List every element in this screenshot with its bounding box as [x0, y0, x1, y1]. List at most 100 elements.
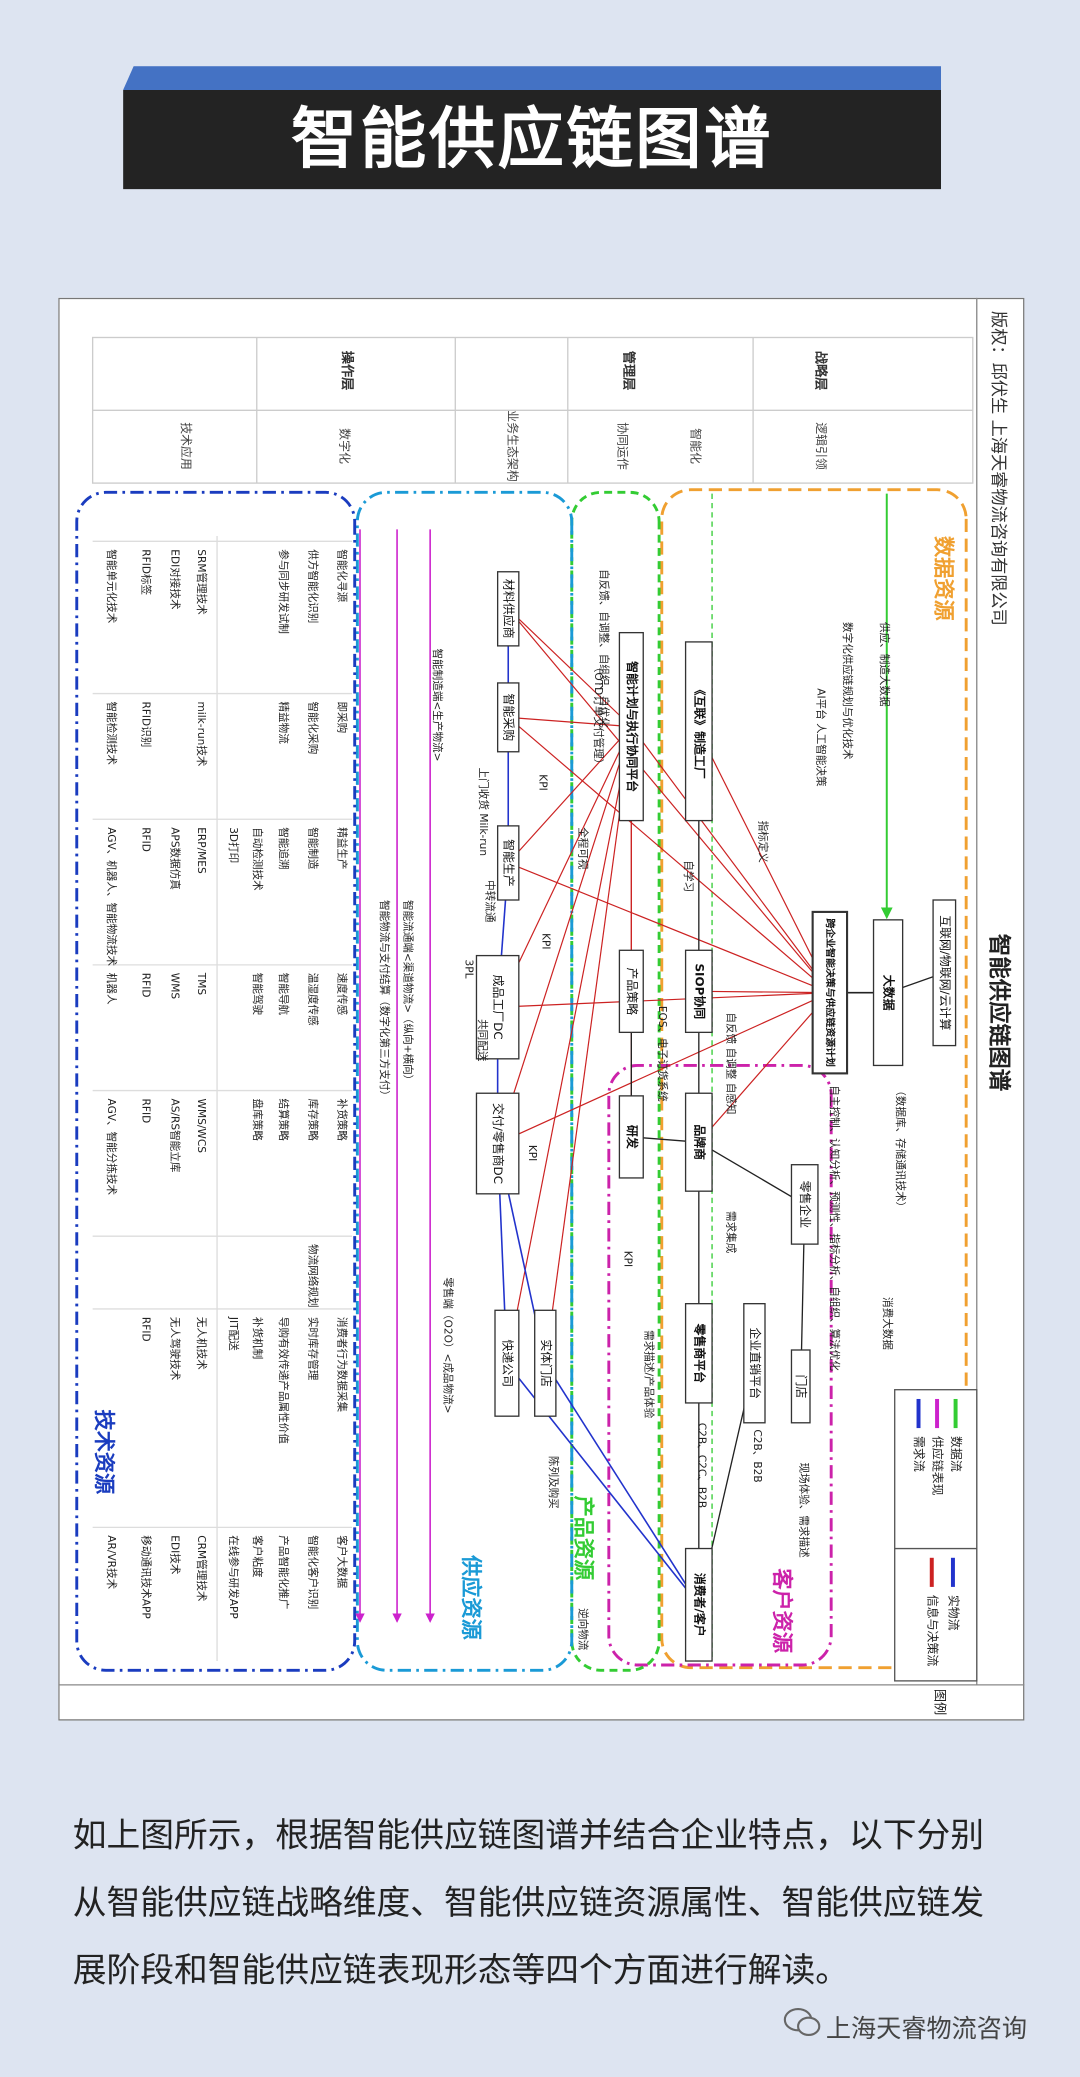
tech-item: 导购有效传递产品属性价值 — [277, 1317, 290, 1444]
flow-arrow — [630, 725, 831, 994]
note: AI平台 人工智能决策 — [815, 688, 828, 787]
node-label: 消费者/客户 — [692, 1573, 706, 1637]
tech-item: 物流网络规划 — [306, 1244, 319, 1307]
tech-item: 产品智能化推广 — [277, 1535, 290, 1609]
tech-item: 无人驾驶技术 — [169, 1317, 182, 1381]
note: 全程可视 — [576, 827, 589, 870]
tech-item: CRM管理技术 — [195, 1535, 208, 1602]
layer-item: 业务生态架构 — [506, 410, 520, 482]
node-box — [684, 1303, 713, 1404]
note: 逆向物流 — [576, 1608, 589, 1651]
tech-item: AS/RS智能立库 — [169, 1099, 182, 1173]
tech-item: RFID标签 — [140, 549, 153, 595]
node-label: 研发 — [625, 1125, 639, 1149]
flow-arrow — [507, 607, 831, 994]
region-outline — [355, 490, 574, 1672]
banner-bar — [123, 90, 942, 190]
layer-name: 战略层 — [813, 351, 830, 391]
node-box — [618, 1095, 644, 1179]
node-label: 企业直销平台 — [748, 1328, 762, 1399]
region-label: 数据资源 — [931, 536, 956, 621]
flow-arrow — [504, 726, 632, 1365]
tech-item: 智能化采购 — [306, 701, 319, 754]
region-label: 客户资源 — [770, 1568, 795, 1653]
note: 自主控制、认知分析、预测性、指标分析、自组织、算法优化 — [828, 1085, 841, 1371]
flow-arrow — [698, 730, 831, 993]
tech-item: 智能化客户识别 — [306, 1535, 319, 1609]
note: 自反馈、自调整、自组织、自优化 — [598, 569, 611, 728]
tech-item: 智能追溯 — [277, 827, 290, 869]
tech-item: 客户粘度 — [251, 1535, 264, 1578]
note: 需求描述/产品体验 — [643, 1330, 656, 1419]
tech-item: 实时库存管理 — [306, 1317, 319, 1381]
note: 智能制造端<生产物流> — [431, 649, 444, 762]
node-box — [743, 1303, 766, 1424]
note: 指标定义 — [756, 821, 769, 864]
note: （OTD订单交付管理） — [592, 662, 605, 770]
node-label: 跨企业智能决策与供应链资源计划 — [824, 918, 837, 1067]
node-box — [790, 1164, 819, 1245]
tech-item: milk-run技术 — [195, 701, 208, 766]
flow-arrow — [507, 608, 632, 728]
node-box — [872, 919, 904, 1067]
region-label: 技术资源 — [92, 1410, 117, 1495]
copyright: 版权：邱伏生 上海天睿物流咨询有限公司 — [988, 311, 1008, 626]
tech-item: 智能检测技术 — [105, 701, 118, 765]
note: EOS、电子订货系统 — [656, 1006, 669, 1102]
tech-item: WMS/WCS — [195, 1099, 207, 1154]
legend-label: 需求流 — [912, 1436, 926, 1472]
node-box — [684, 641, 713, 822]
note: 共同配送 — [476, 1019, 489, 1062]
node-box — [475, 1092, 520, 1195]
region-label: 产品资源 — [571, 1496, 596, 1581]
note: 陈列及购买 — [547, 1456, 560, 1509]
tech-item: 在线参与研发APP — [227, 1535, 240, 1619]
article-paragraph: 如上图所示，根据智能供应链图谱并结合企业特点，以下分别从智能供应链战略维度、智能… — [72, 1815, 985, 1991]
tech-item: AGV、智能分拣技术 — [105, 1099, 118, 1196]
tech-item: 速度传感 — [335, 973, 348, 1016]
tech-item: 移动通讯技术APP — [140, 1535, 153, 1619]
note: 智能流通端<渠道物流>（纵向+横向） — [402, 900, 415, 1085]
note: 现场体验、需求描述 — [797, 1463, 810, 1559]
node-box — [496, 825, 520, 901]
tech-item: 补货机制 — [251, 1317, 264, 1359]
note: 消费大数据 — [881, 1297, 894, 1350]
tech-item: 自动检测技术 — [251, 827, 264, 891]
node-box — [475, 954, 520, 1060]
tech-item: 精益物流 — [277, 701, 290, 744]
note: 自反馈 自调整 自感知 — [725, 1013, 738, 1115]
tech-item: TMS — [195, 972, 207, 996]
region-outline — [607, 1063, 833, 1667]
legend-label: 信息与决策流 — [925, 1595, 939, 1667]
layer-name: 管理层 — [621, 351, 638, 391]
node-label: 零售企业 — [798, 1181, 812, 1229]
flow-arrow — [507, 714, 632, 728]
note: C2B、C2C、B2B — [695, 1423, 707, 1508]
note: C2B、B2B — [751, 1429, 763, 1482]
node-label: SIOP协同 — [692, 963, 706, 1019]
wechat-icon — [783, 2008, 821, 2036]
tech-item: 智能制造 — [306, 827, 319, 870]
region-outline — [660, 488, 968, 1670]
node-label: 产品策略 — [625, 968, 639, 1016]
node-box — [790, 1349, 811, 1424]
tech-item: APS数据仿真 — [169, 827, 182, 890]
tech-item: 消费者行为数据采集 — [335, 1317, 348, 1413]
tech-item: 精益生产 — [335, 827, 348, 869]
flow-arrow — [698, 992, 831, 1144]
tech-item: 机器人 — [105, 973, 118, 1005]
node-label: 成品工厂DC — [491, 975, 505, 1040]
flow-arrow — [697, 987, 830, 995]
tech-item: RFID — [140, 827, 152, 852]
note: KPI — [539, 933, 551, 949]
tech-item: ERP/MES — [195, 827, 207, 874]
watermark: 上海天睿物流咨询 — [825, 2014, 1028, 2044]
tech-item: 补货策略 — [335, 1099, 348, 1142]
node-box — [496, 682, 520, 753]
flow-arrow — [496, 992, 831, 1145]
title-banner — [123, 66, 942, 190]
flow-arrow — [496, 726, 632, 1009]
node-label: 门店 — [794, 1374, 808, 1398]
